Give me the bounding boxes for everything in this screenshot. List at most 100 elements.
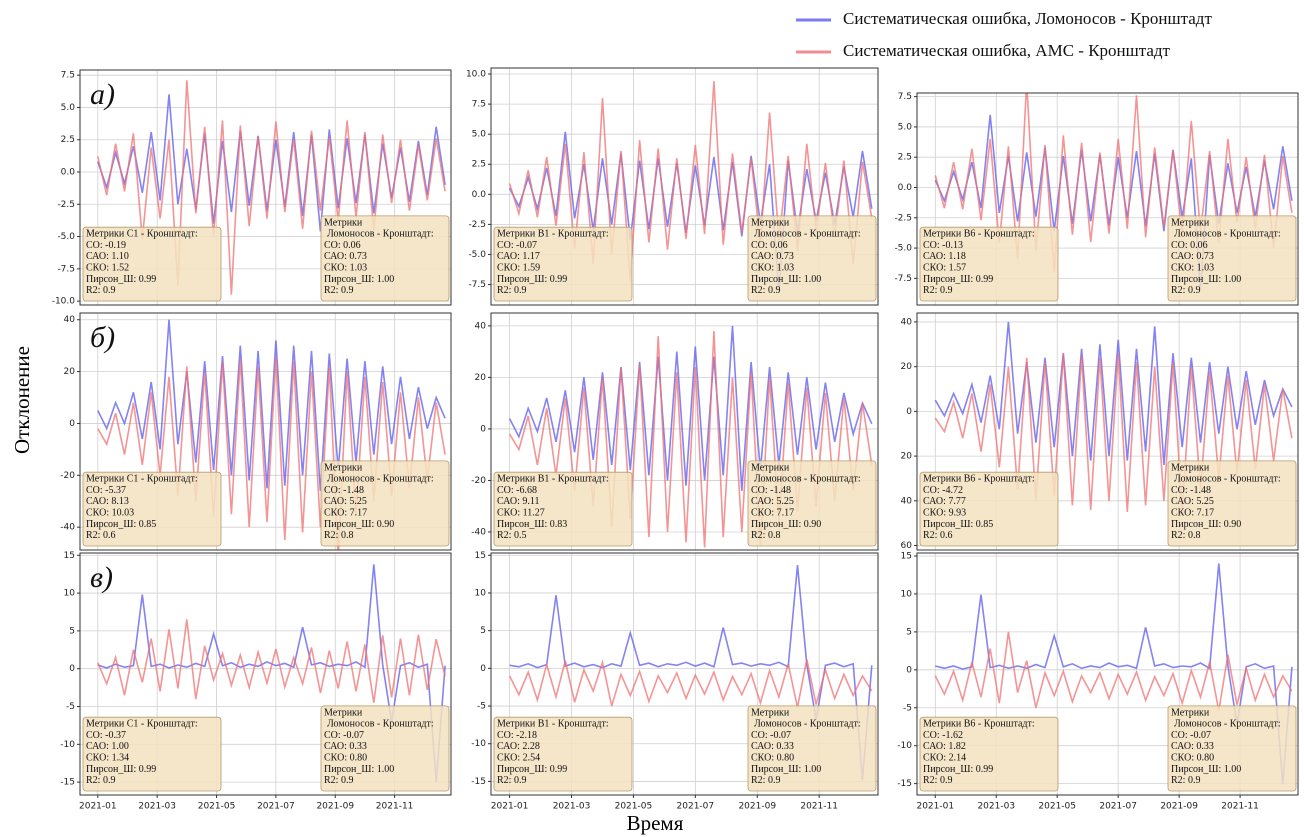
metrics-text: САО: 1.82 [923,741,966,752]
metrics-text: Пирсон_Ш: 0.99 [923,764,993,775]
metrics-text: СО: -0.13 [923,240,963,251]
panel-label: а) [90,78,115,111]
y-tick-label: 7.5 [898,92,912,102]
series-line [97,619,446,703]
metrics-text: СКО: 2.54 [497,753,540,764]
x-tick-label: 2021-03 [138,802,176,812]
x-tick-label: 2021-07 [677,802,715,812]
plot-frame [79,552,452,796]
y-tick-label: -15 [471,777,486,787]
x-tick-label: 2021-11 [376,802,414,812]
metrics-text: Метрики B6 - Кронштадт: [923,719,1035,730]
metrics-text: Ломоносов - Кронштадт: [754,229,861,240]
metrics-text: Пирсон_Ш: 0.85 [86,519,156,530]
x-tick-label: 2021-11 [800,802,838,812]
metrics-text: Ломоносов - Кронштадт: [327,474,434,485]
y-tick-label: 0 [906,407,912,417]
plot-frame [490,552,879,796]
panel: -10.0 -7.5 -5.0 -2.5 0.0 2.5 5.0 7.5 а) Метрики C… [52,69,452,307]
metrics-box [320,705,450,792]
x-tick-label: 2021-05 [198,802,236,812]
metrics-box [919,716,1059,792]
x-tick-label: 2021-07 [1099,802,1137,812]
metrics-text: СКО: 1.57 [923,263,966,274]
metrics-text: Метрики [1171,217,1210,228]
metrics-box [320,215,450,302]
metrics-text: СКО: 1.52 [86,263,129,274]
metrics-text: Ломоносов - Кронштадт: [1174,474,1281,485]
x-tick-label: 2021-09 [316,802,354,812]
metrics-text: САО: 0.33 [1171,741,1214,752]
metrics-box [747,705,877,792]
y-tick-label: 0 [480,664,486,674]
y-tick-label: 20 [901,452,913,462]
metrics-text: СО: -1.48 [751,485,791,496]
metrics-text: Пирсон_Ш: 0.90 [751,519,821,530]
metrics-text: Метрики C1 - Кронштадт: [86,229,198,240]
y-tick-label: -40 [60,523,75,533]
series-line [509,565,873,780]
y-tick-label: -15 [60,778,75,788]
metrics-text: СКО: 11.27 [497,508,545,519]
metrics-text: СО: 0.06 [324,240,361,251]
y-tick-label: -10 [897,741,912,751]
metrics-text: СКО: 1.59 [497,263,540,274]
metrics-box [747,215,877,302]
y-tick-label: 5.0 [61,103,76,113]
y-tick-label: 2.5 [898,153,912,163]
panel: -7.5 -5.0 -2.5 0.0 2.5 5.0 7.5 Метрики B6 - Кро… [894,92,1299,306]
metrics-box [919,226,1059,302]
x-tick-label: 2021-05 [615,802,653,812]
metrics-text: Метрики [324,707,363,718]
metrics-text: СО: -0.07 [751,730,791,741]
y-tick-label: -7.5 [468,280,486,290]
x-tick-label: 2021-01 [79,802,117,812]
metrics-box [82,716,222,792]
metrics-text: САО: 1.18 [923,251,966,262]
metrics-text: САО: 7.77 [923,496,966,507]
metrics-text: СКО: 1.34 [86,753,129,764]
metrics-box [82,471,222,547]
metrics-text: СКО: 9.93 [923,508,966,519]
metrics-text: СО: -1.62 [923,730,963,741]
metrics-box [493,226,633,302]
metrics-text: Метрики [1171,707,1210,718]
metrics-text: R2: 0.9 [923,775,952,786]
metrics-text: САО: 0.33 [324,741,367,752]
metrics-text: САО: 2.28 [497,741,540,752]
metrics-text: СО: -6.68 [497,485,537,496]
y-tick-label: -2.5 [894,213,912,223]
y-tick-label: 10 [64,589,76,599]
metrics-text: САО: 0.73 [751,251,794,262]
metrics-text: СКО: 7.17 [751,508,794,519]
x-tick-label: 2021-01 [491,802,529,812]
metrics-text: R2: 0.9 [751,285,780,296]
metrics-text: САО: 5.25 [324,496,367,507]
y-tick-label: -5.0 [468,250,486,260]
metrics-text: СО: -0.07 [324,730,364,741]
y-tick-label: 2.5 [472,160,486,170]
metrics-text: R2: 0.6 [86,530,115,541]
metrics-text: СО: -0.19 [86,240,126,251]
metrics-text: R2: 0.9 [497,775,526,786]
metrics-text: Метрики C1 - Кронштадт: [86,474,198,485]
metrics-text: САО: 1.10 [86,251,129,262]
x-tick-label: 2021-03 [977,802,1015,812]
metrics-text: СО: -1.48 [1171,485,1211,496]
y-tick-label: 0 [480,424,486,434]
y-tick-label: 10 [475,588,487,598]
y-tick-label: 5 [480,626,486,636]
y-tick-label: -20 [60,471,75,481]
y-tick-label: 0.0 [898,183,913,193]
metrics-text: Ломоносов - Кронштадт: [754,474,861,485]
metrics-text: Пирсон_Ш: 0.99 [923,274,993,285]
metrics-text: R2: 0.9 [751,775,780,786]
series-line [97,319,446,491]
metrics-text: СО: -4.72 [923,485,963,496]
y-tick-label: 40 [64,315,76,325]
metrics-box [919,471,1059,547]
metrics-box [493,471,633,547]
legend-label: Систематическая ошибка, АМС - Кронштадт [843,41,1171,60]
metrics-text: Метрики [1171,462,1210,473]
metrics-text: Ломоносов - Кронштадт: [327,719,434,730]
